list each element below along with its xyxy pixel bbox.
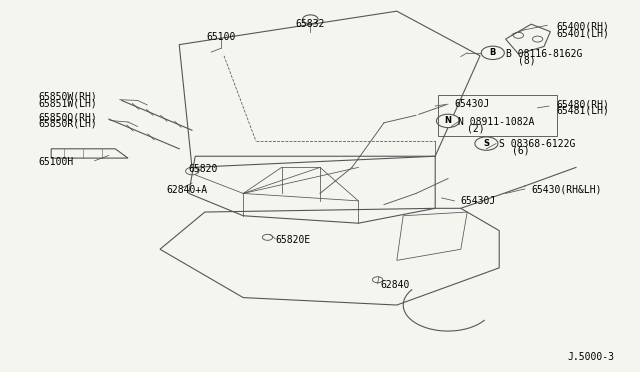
Text: 65850W(RH): 65850W(RH): [38, 92, 97, 102]
Text: 65400(RH): 65400(RH): [557, 21, 610, 31]
Text: 65851W(LH): 65851W(LH): [38, 98, 97, 108]
Text: (8): (8): [518, 55, 536, 65]
Circle shape: [475, 137, 498, 150]
Text: N 08911-1082A: N 08911-1082A: [458, 117, 534, 127]
Text: 62840: 62840: [381, 280, 410, 289]
Text: 65850R(LH): 65850R(LH): [38, 119, 97, 128]
Text: 65430(RH&LH): 65430(RH&LH): [531, 185, 602, 195]
Text: 65401(LH): 65401(LH): [557, 29, 610, 38]
Text: 65832: 65832: [296, 19, 325, 29]
Circle shape: [481, 46, 504, 60]
Text: 65850Q(RH): 65850Q(RH): [38, 112, 97, 122]
Text: 65820E: 65820E: [275, 235, 310, 245]
Text: 65100H: 65100H: [38, 157, 74, 167]
Text: 65430J: 65430J: [461, 196, 496, 206]
Text: N: N: [445, 116, 451, 125]
Circle shape: [436, 114, 460, 128]
Text: J.5000-3: J.5000-3: [568, 352, 614, 362]
Text: 62840+A: 62840+A: [166, 185, 207, 195]
Text: (2): (2): [467, 124, 485, 133]
Text: 65100: 65100: [206, 32, 236, 42]
Text: (6): (6): [512, 146, 530, 155]
Text: S: S: [483, 139, 490, 148]
Text: B: B: [490, 48, 496, 57]
Text: 65481(LH): 65481(LH): [557, 106, 610, 115]
Text: 65430J: 65430J: [454, 99, 490, 109]
Text: 65820: 65820: [189, 164, 218, 174]
Text: S 08368-6122G: S 08368-6122G: [499, 140, 575, 149]
Text: B 08116-8162G: B 08116-8162G: [506, 49, 582, 59]
Text: 65480(RH): 65480(RH): [557, 99, 610, 109]
